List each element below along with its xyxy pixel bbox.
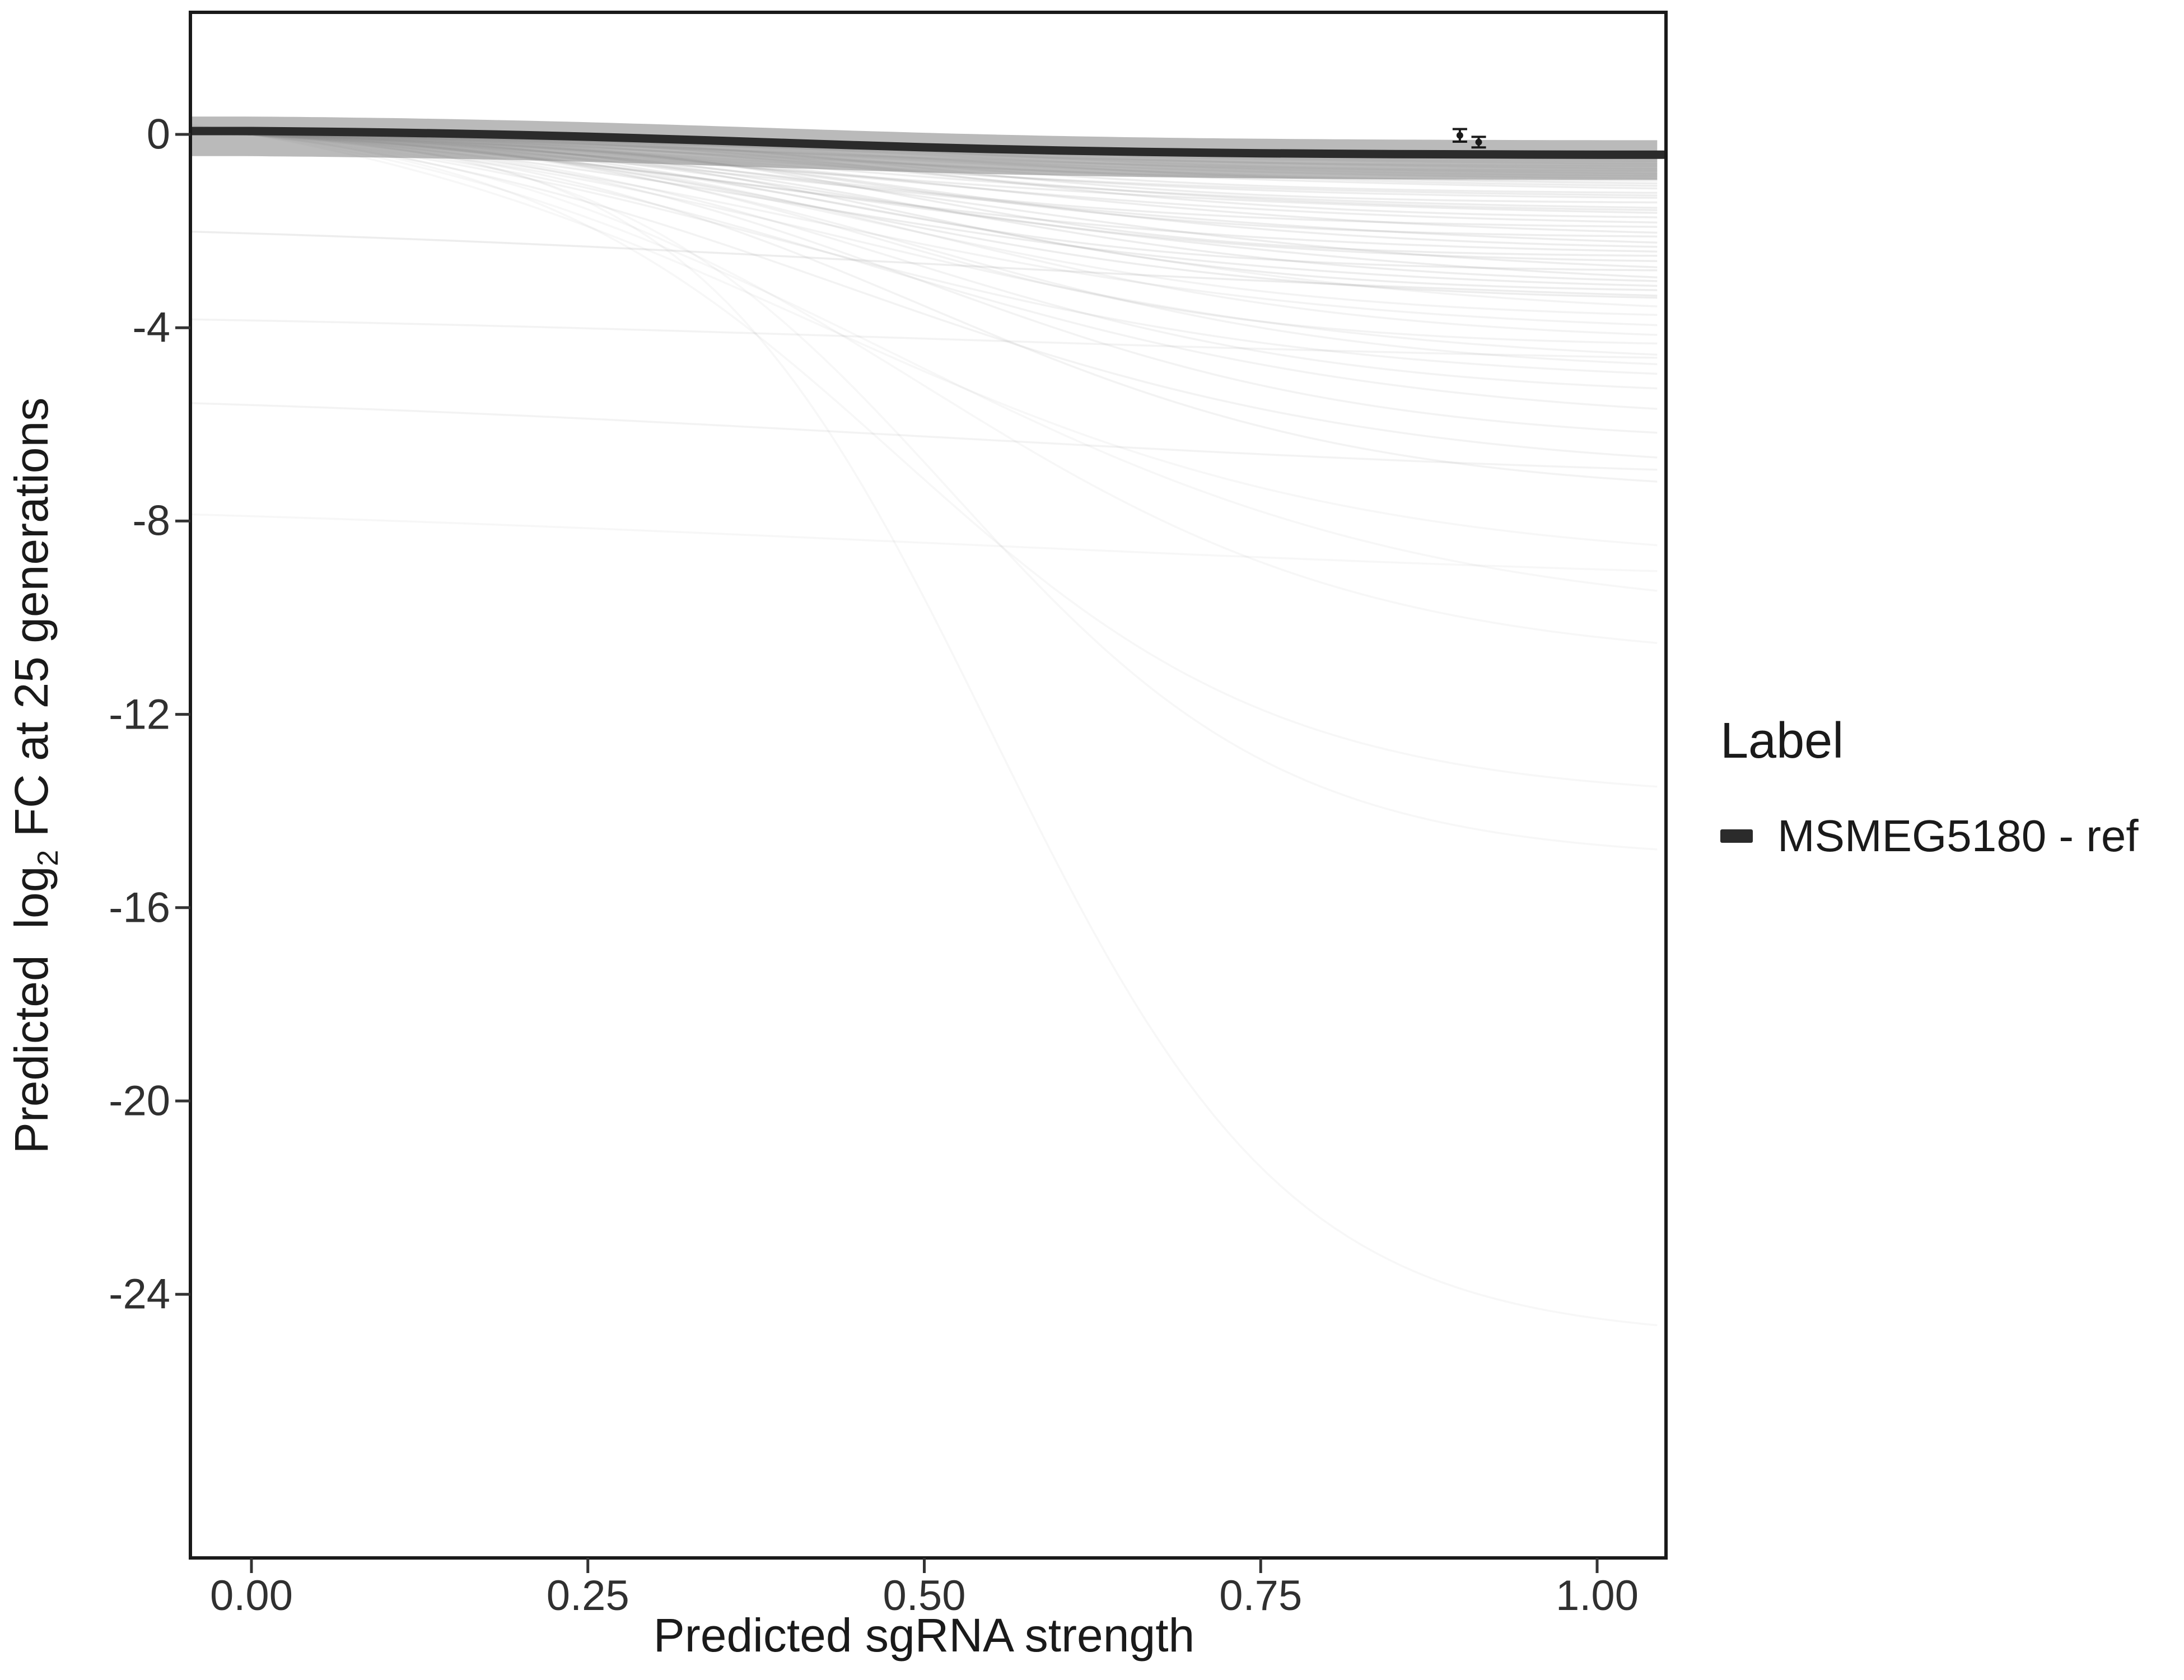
y-axis-title: Predicted log2 FC at 25 generations xyxy=(4,398,65,1154)
x-tick-label: 0.75 xyxy=(1219,1572,1303,1620)
background-line xyxy=(190,130,1658,316)
y-tick-label: -4 xyxy=(132,304,170,352)
y-axis-title-pre: Predicted log xyxy=(5,866,58,1154)
legend-entries: MSMEG5180 - ref xyxy=(1720,810,2139,862)
background-line xyxy=(190,130,1658,1327)
background-line xyxy=(190,131,1658,228)
legend: Label MSMEG5180 - ref xyxy=(1720,712,2139,862)
legend-entry: MSMEG5180 - ref xyxy=(1720,810,2139,862)
plot-area xyxy=(190,116,1666,1327)
background-line xyxy=(190,127,1658,788)
background-line xyxy=(190,132,1658,180)
background-line xyxy=(190,131,1658,345)
background-line xyxy=(190,132,1658,248)
x-tick-label: 1.00 xyxy=(1556,1572,1639,1620)
x-axis-title: Predicted sgRNA strength xyxy=(653,1609,1195,1662)
legend-entry-label: MSMEG5180 - ref xyxy=(1777,811,2139,861)
background-line xyxy=(190,131,1658,272)
background-line xyxy=(190,130,1658,214)
background-line xyxy=(190,128,1658,410)
background-line xyxy=(190,130,1658,851)
x-tick-label: 0.50 xyxy=(883,1572,966,1620)
background-line xyxy=(190,129,1658,326)
background-line xyxy=(190,127,1658,644)
axis-ticks xyxy=(175,133,1599,1573)
background-line xyxy=(190,128,1658,356)
y-tick-label: -16 xyxy=(109,884,170,932)
background-line xyxy=(190,132,1658,199)
error-bar xyxy=(1471,136,1486,149)
background-line xyxy=(190,132,1658,182)
background-line xyxy=(190,132,1658,211)
background-line xyxy=(190,131,1658,224)
background-line xyxy=(190,133,1658,218)
background-line xyxy=(190,132,1658,190)
background-line xyxy=(190,130,1658,253)
background-line xyxy=(190,130,1658,390)
background-line xyxy=(190,130,1658,244)
background-line xyxy=(190,129,1658,483)
background-line xyxy=(190,230,1658,297)
y-axis-title-post: FC at 25 generations xyxy=(5,397,58,850)
y-axis-title-sub: 2 xyxy=(31,850,64,866)
y-tick-label: -8 xyxy=(132,497,170,545)
background-line xyxy=(190,132,1658,185)
background-line xyxy=(190,132,1658,209)
panel-border xyxy=(189,11,1668,1560)
legend-title: Label xyxy=(1720,713,1844,769)
background-line xyxy=(190,131,1658,263)
background-line xyxy=(190,129,1658,279)
background-line xyxy=(190,132,1658,291)
background-line xyxy=(190,513,1658,572)
y-tick-label: -24 xyxy=(109,1270,170,1318)
background-line xyxy=(190,129,1658,434)
error-bar xyxy=(1452,128,1467,143)
background-line xyxy=(190,132,1658,282)
background-line xyxy=(190,402,1658,471)
background-line xyxy=(190,132,1658,257)
background-line xyxy=(190,132,1658,165)
background-line xyxy=(190,132,1658,234)
background-line xyxy=(190,127,1658,375)
background-line xyxy=(190,130,1658,299)
x-tick-label: 0.00 xyxy=(210,1572,293,1620)
background-line xyxy=(190,125,1658,592)
background-line xyxy=(190,318,1658,359)
reference-line xyxy=(190,127,1666,159)
background-line xyxy=(190,130,1658,336)
background-line xyxy=(190,131,1658,269)
background-line xyxy=(190,132,1658,238)
background-line xyxy=(190,132,1658,197)
y-tick-label: 0 xyxy=(146,110,170,158)
y-tick-label: -12 xyxy=(109,690,170,739)
background-line xyxy=(190,130,1658,366)
legend-key-line xyxy=(1720,829,1753,843)
y-tick-label: -20 xyxy=(109,1077,170,1125)
background-line xyxy=(190,132,1658,175)
background-line xyxy=(190,129,1658,287)
x-tick-label: 0.25 xyxy=(546,1572,629,1620)
background-line xyxy=(190,123,1658,547)
background-line xyxy=(190,126,1658,459)
background-line xyxy=(190,130,1658,307)
